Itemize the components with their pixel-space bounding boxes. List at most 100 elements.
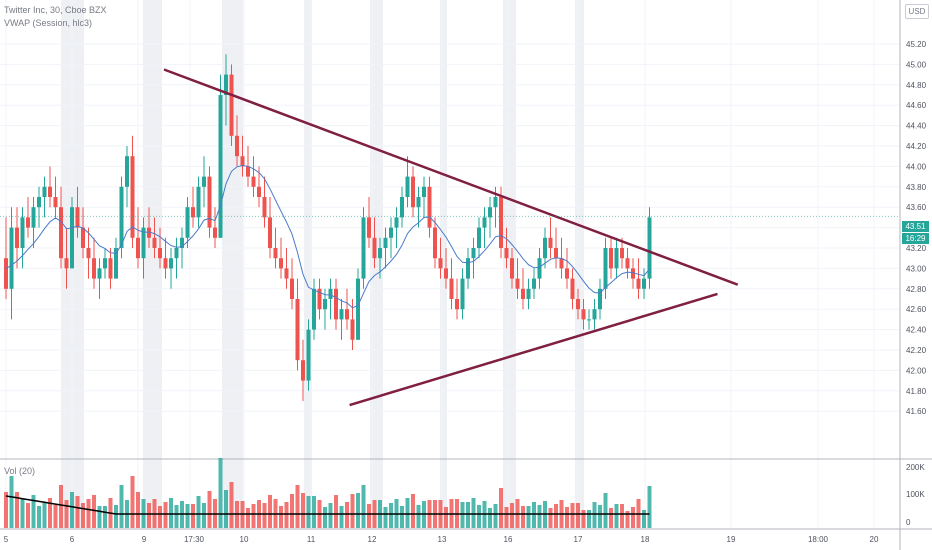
volume-bar	[229, 482, 234, 528]
currency-badge[interactable]: USD	[905, 4, 929, 19]
candle-body	[620, 248, 624, 259]
volume-bar	[444, 507, 448, 528]
candle-body	[328, 288, 333, 299]
volume-bar	[356, 493, 360, 528]
candle-body	[400, 197, 404, 218]
session-shade	[575, 0, 584, 528]
volume-bar	[339, 506, 344, 528]
candle-body	[389, 227, 393, 238]
volume-bar	[92, 495, 96, 528]
volume-bar	[642, 510, 646, 528]
volume-bar	[158, 506, 162, 528]
volume-bar	[570, 503, 575, 528]
volume-bar	[4, 492, 8, 528]
candle-body	[438, 258, 443, 269]
time-axis-label: 10	[240, 535, 249, 544]
volume-bar	[147, 503, 151, 528]
volume-bar	[565, 507, 569, 528]
candle-body	[196, 186, 201, 218]
symbol-legend[interactable]: Twitter Inc, 30, Cboe BZX	[4, 5, 107, 15]
candle-body	[323, 299, 327, 310]
volume-bar	[350, 494, 355, 528]
candle-body	[125, 156, 129, 187]
time-axis-label: 5	[4, 535, 9, 544]
candle-body	[433, 227, 437, 259]
candle-body	[295, 299, 300, 361]
time-axis-label: 12	[368, 535, 377, 544]
price-axis-label: 42.00	[906, 366, 927, 375]
candle-body	[86, 248, 91, 259]
candle-body	[603, 248, 608, 289]
time-axis-label: 18	[641, 535, 650, 544]
volume-bar	[592, 502, 597, 528]
candle-body	[306, 329, 311, 381]
volume-bar	[416, 505, 421, 528]
volume-bar	[163, 502, 168, 528]
vwap-legend[interactable]: VWAP (Session, hlc3)	[4, 18, 93, 28]
volume-bar	[471, 498, 476, 528]
time-axis-label: 16	[504, 535, 513, 544]
volume-axis-label: 200K	[906, 463, 925, 472]
candle-body	[108, 258, 113, 279]
volume-ma-line	[5, 495, 650, 515]
candle-body	[361, 217, 366, 279]
volume-bar	[383, 507, 388, 528]
candle-body	[262, 197, 267, 218]
candle-body	[614, 248, 619, 269]
candle-body	[81, 227, 85, 248]
volume-bar	[15, 492, 19, 528]
volume-bar	[488, 508, 492, 528]
candle-body	[444, 268, 448, 279]
candle-body	[625, 258, 630, 269]
volume-bar	[587, 510, 591, 528]
volume-bar	[460, 502, 465, 528]
candle-body	[75, 207, 80, 228]
candle-body	[372, 237, 377, 259]
volume-bar	[202, 503, 206, 528]
candle-body	[290, 278, 294, 299]
session-shade	[503, 0, 516, 528]
volume-bar	[290, 494, 294, 528]
candle-body	[471, 248, 476, 259]
volume-bar	[647, 486, 652, 528]
volume-bar	[64, 500, 69, 528]
candle-body	[642, 278, 646, 289]
candle-body	[543, 237, 547, 259]
candle-body	[482, 217, 487, 228]
volume-bar	[218, 458, 223, 528]
candle-body	[647, 217, 652, 279]
candle-body	[37, 197, 41, 208]
volume-legend[interactable]: Vol (20)	[4, 466, 36, 476]
candle-body	[202, 176, 206, 187]
volume-bar	[532, 502, 536, 528]
candle-body	[548, 237, 553, 248]
candle-body	[31, 207, 36, 228]
candle-body	[554, 248, 558, 259]
volume-bar	[114, 505, 118, 528]
candle-body	[191, 207, 195, 218]
price-axis-label: 43.60	[906, 203, 927, 212]
candle-body	[526, 288, 531, 299]
candle-body	[537, 258, 542, 279]
price-axis-label: 44.60	[906, 101, 927, 110]
volume-bar	[48, 498, 52, 528]
session-shade	[304, 0, 312, 528]
candle-body	[334, 288, 338, 320]
volume-bar	[334, 495, 338, 528]
volume-bar	[620, 504, 624, 528]
volume-bar	[70, 492, 74, 528]
candle-body	[207, 176, 212, 228]
candle-body	[499, 197, 503, 248]
candle-body	[53, 197, 58, 208]
triangle-trendline	[163, 68, 739, 286]
candle-body	[136, 237, 140, 259]
candle-body	[119, 186, 124, 248]
candle-body	[466, 258, 470, 279]
candle-body	[394, 217, 399, 228]
volume-bar	[306, 496, 311, 528]
volume-bar	[554, 504, 558, 528]
volume-bar	[26, 503, 30, 528]
volume-bar	[609, 508, 613, 528]
candle-body	[598, 288, 602, 310]
